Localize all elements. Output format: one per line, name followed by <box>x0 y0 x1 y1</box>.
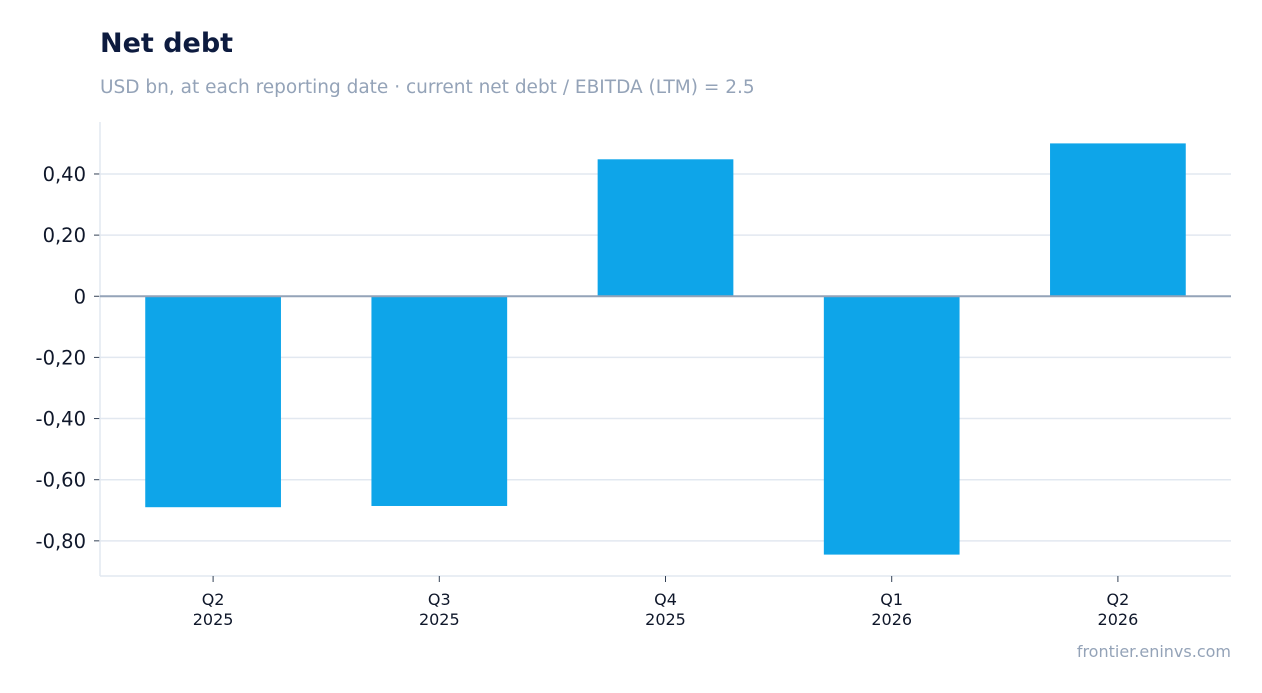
y-tick-label: 0 <box>74 285 86 308</box>
y-tick-label: -0,80 <box>36 530 86 553</box>
chart-subtitle: USD bn, at each reporting date · current… <box>100 77 755 98</box>
bar-q4-2025 <box>597 159 734 297</box>
bar-q2-2025 <box>145 296 281 508</box>
y-tick-label: -0,20 <box>36 346 86 369</box>
x-tick-label: Q2 <box>1107 590 1130 609</box>
source-label: frontier.eninvs.com <box>1076 642 1231 661</box>
bar-q3-2025 <box>371 296 508 506</box>
x-tick-label: 2026 <box>871 610 912 629</box>
axes <box>94 122 1231 582</box>
y-tick-labels: 0,40 0,20 0 -0,20 -0,40 -0,60 -0,80 <box>36 163 86 553</box>
x-tick-label: Q1 <box>880 590 903 609</box>
y-tick-label: -0,60 <box>36 469 86 492</box>
y-tick-label: 0,40 <box>43 163 86 186</box>
x-tick-label: Q3 <box>428 590 451 609</box>
x-tick-label: Q4 <box>654 590 677 609</box>
bar-q1-2026 <box>823 296 960 555</box>
x-tick-label: 2025 <box>419 610 460 629</box>
x-tick-label: 2025 <box>193 610 234 629</box>
bar-q2-2026 <box>1050 143 1186 297</box>
bars <box>145 143 1186 555</box>
chart-title: Net debt <box>100 28 234 59</box>
y-tick-label: -0,40 <box>36 408 86 431</box>
y-tick-label: 0,20 <box>43 224 86 247</box>
x-tick-label: 2025 <box>645 610 686 629</box>
x-tick-label: 2026 <box>1098 610 1139 629</box>
x-tick-label: Q2 <box>202 590 225 609</box>
